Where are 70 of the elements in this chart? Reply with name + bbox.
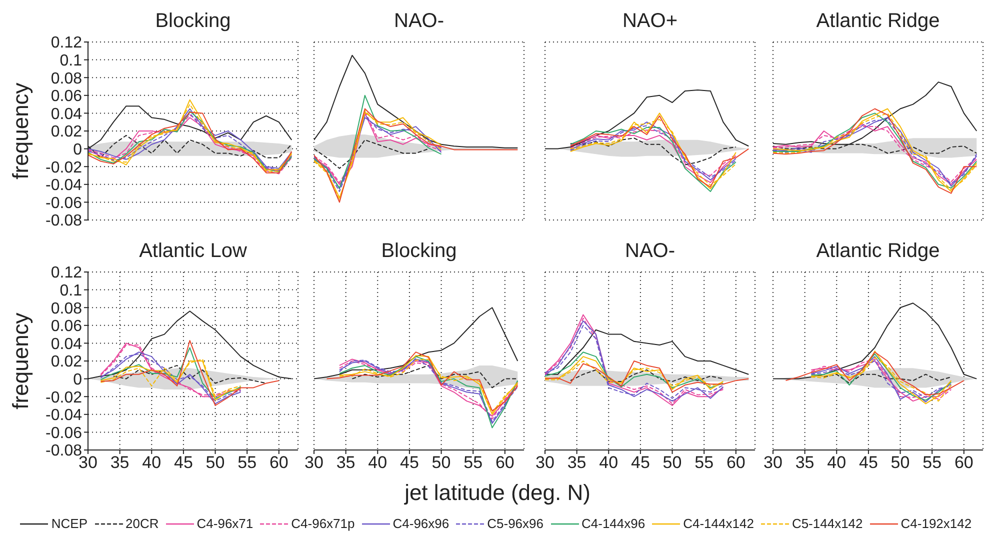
chart-title: Blocking xyxy=(154,10,232,34)
x-tick-label: 60 xyxy=(495,453,514,472)
y-axis-title: frequency xyxy=(8,312,34,412)
legend-label: C4-192x142 xyxy=(900,516,972,531)
x-tick-label: 40 xyxy=(827,453,846,472)
x-tick-label: 50 xyxy=(432,453,451,472)
y-tick-label: -0.08 xyxy=(46,212,82,230)
y-tick-label: 0.1 xyxy=(60,52,82,70)
y-tick-label: 0.06 xyxy=(50,88,82,106)
x-tick-label: 40 xyxy=(368,453,388,472)
chart-title: Atlantic Low xyxy=(138,240,248,264)
y-tick-label: -0.06 xyxy=(46,194,82,212)
y-tick-label: 0.12 xyxy=(50,34,82,52)
x-tick-label: 45 xyxy=(174,453,193,472)
chart-title: NAO+ xyxy=(621,10,679,34)
y-tick-label: 0.04 xyxy=(50,336,82,353)
x-axis-title: jet latitude (deg. N) xyxy=(403,480,592,506)
chart-title: NAO- xyxy=(624,240,676,264)
y-tick-label: -0.06 xyxy=(46,424,82,442)
x-tick-label: 55 xyxy=(694,453,714,472)
y-tick-label: -0.02 xyxy=(46,389,82,406)
legend-label: C4-96x96 xyxy=(392,516,450,531)
x-tick-label: 50 xyxy=(890,453,910,472)
y-tick-label: 0.02 xyxy=(50,124,82,141)
y-tick-label: 0.06 xyxy=(50,318,82,336)
y-tick-label: 0.12 xyxy=(50,264,82,282)
legend-label: C4-144x142 xyxy=(683,516,754,531)
y-tick-label: 0.08 xyxy=(50,300,82,318)
y-tick-label: 0.04 xyxy=(50,106,82,123)
x-tick-label: 35 xyxy=(567,453,586,472)
y-tick-label: 0.1 xyxy=(60,282,82,300)
x-tick-label: 45 xyxy=(630,453,650,472)
x-tick-label: 55 xyxy=(464,453,483,472)
y-tick-label: 0.08 xyxy=(50,70,82,88)
legend-label: NCEP xyxy=(51,516,88,531)
x-tick-label: 60 xyxy=(269,453,288,472)
x-tick-label: 30 xyxy=(536,453,554,472)
x-tick-label: 35 xyxy=(336,453,356,472)
y-tick-label: -0.02 xyxy=(46,159,82,176)
x-tick-label: 60 xyxy=(954,453,974,472)
y-tick-label: -0.04 xyxy=(46,407,82,424)
x-tick-label: 40 xyxy=(142,453,162,472)
chart-title: Blocking xyxy=(380,240,458,264)
legend-label: C4-96x71p xyxy=(291,516,355,531)
y-tick-label: -0.04 xyxy=(46,177,82,194)
y-tick-label: 0.02 xyxy=(50,354,82,371)
x-tick-label: 50 xyxy=(206,453,225,472)
x-tick-label: 30 xyxy=(304,453,324,472)
x-tick-label: 30 xyxy=(764,453,782,472)
x-tick-label: 60 xyxy=(726,453,746,472)
x-tick-label: 45 xyxy=(858,453,878,472)
legend-label: C4-144x96 xyxy=(582,516,646,531)
y-axis-title: frequency xyxy=(8,82,34,182)
x-tick-label: 35 xyxy=(110,453,130,472)
x-tick-label: 35 xyxy=(795,453,814,472)
chart-title: Atlantic Ridge xyxy=(815,10,941,34)
x-tick-label: 45 xyxy=(400,453,419,472)
line-series xyxy=(100,340,280,406)
legend-label: 20CR xyxy=(126,516,159,531)
y-tick-label: 0 xyxy=(73,141,82,158)
x-tick-label: 55 xyxy=(922,453,942,472)
x-tick-label: 50 xyxy=(662,453,682,472)
legend-label: C5-144x142 xyxy=(792,516,863,531)
y-tick-label: 0 xyxy=(73,371,82,388)
legend-label: C4-96x71 xyxy=(196,516,254,531)
chart-title: NAO- xyxy=(393,10,445,34)
x-tick-label: 55 xyxy=(238,453,257,472)
chart-title: Atlantic Ridge xyxy=(815,240,941,264)
legend-label: C5-96x96 xyxy=(487,516,544,531)
x-tick-label: 40 xyxy=(599,453,618,472)
